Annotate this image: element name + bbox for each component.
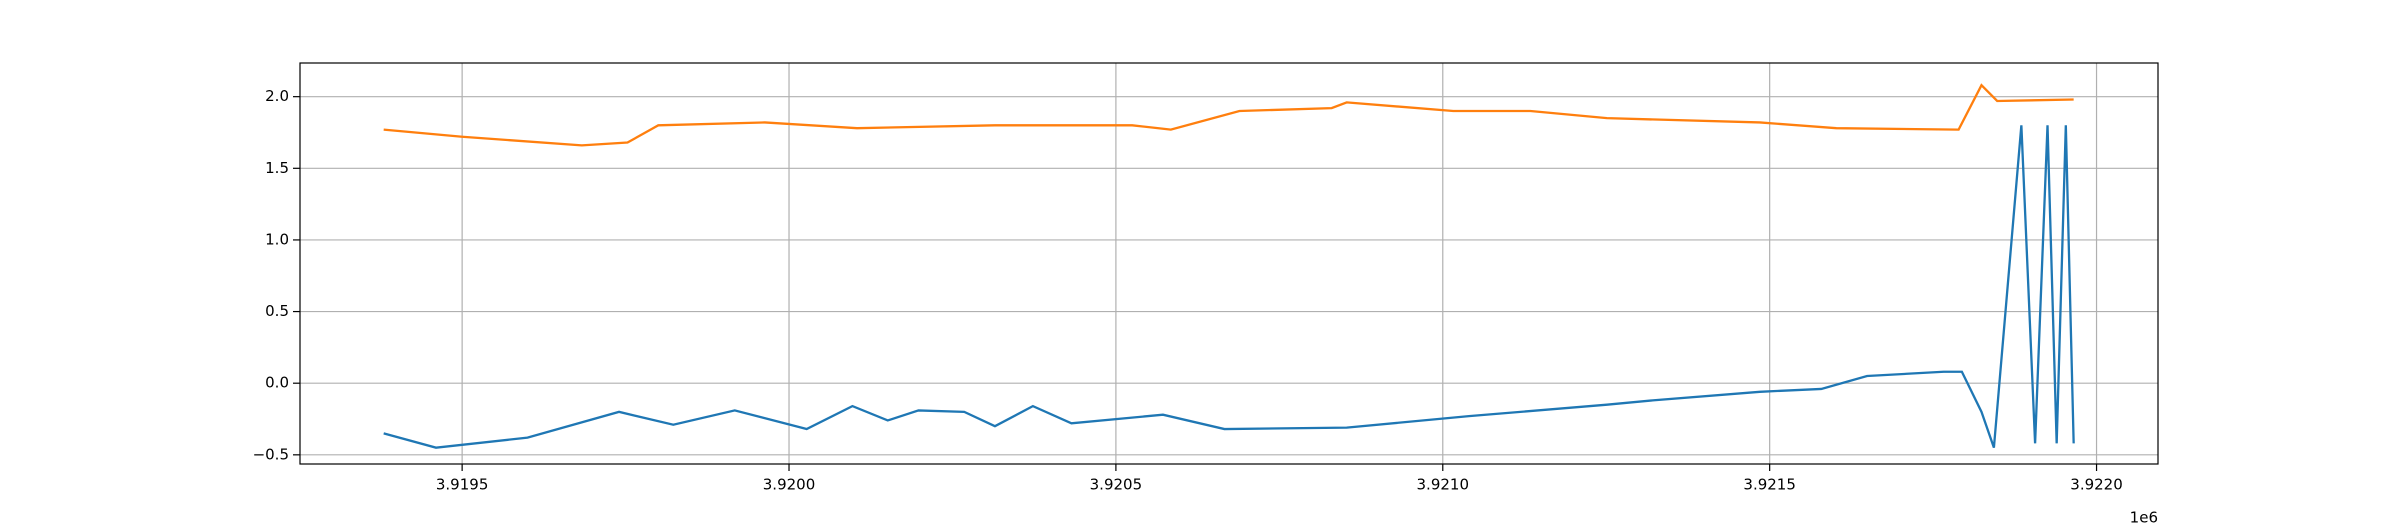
x-tick-label: 3.9215 — [1743, 476, 1796, 494]
x-tick-label: 3.9210 — [1417, 476, 1470, 494]
x-tick-label: 3.9195 — [436, 476, 489, 494]
y-tick-label: 1.5 — [265, 159, 289, 177]
line-series — [383, 125, 2075, 449]
y-tick-label: 1.0 — [265, 230, 289, 248]
plot-frame — [299, 62, 2159, 465]
y-tick-label: 2.0 — [265, 87, 289, 105]
line-series — [383, 83, 2074, 147]
y-tick-label: 0.5 — [265, 302, 289, 320]
x-offset-label: 1e6 — [2130, 509, 2158, 525]
x-tick-label: 3.9220 — [2070, 476, 2123, 494]
y-tick-label: 0.0 — [265, 374, 289, 392]
y-tick-label: −0.5 — [253, 445, 289, 463]
x-tick-label: 3.9205 — [1090, 476, 1143, 494]
x-tick-label: 3.9200 — [763, 476, 816, 494]
